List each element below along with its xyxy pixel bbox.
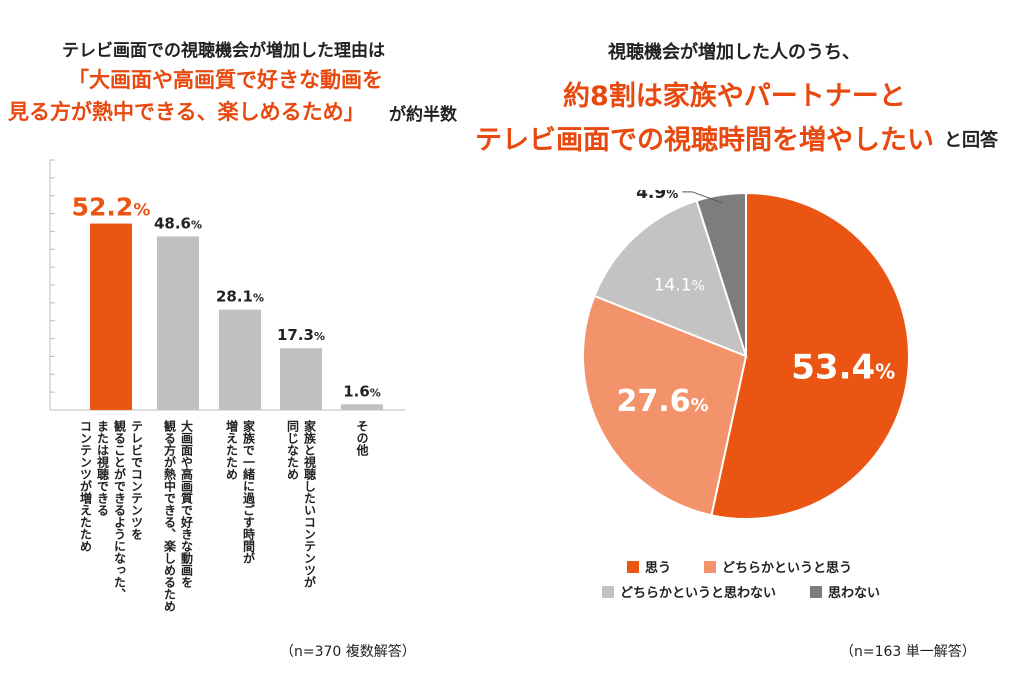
pie-value-unit-2: % [692, 278, 705, 294]
legend-item-disagree: 思わない [810, 582, 880, 601]
legend-label-agree: 思う [645, 561, 672, 576]
legend-label-somewhat-agree: どちらかというと思う [722, 561, 853, 576]
bar-value-label-3: 17.3% [277, 326, 325, 344]
category-label-3-line-1: 同じなため [286, 420, 300, 480]
intent-pie-chart: 53.4%27.6%14.1%4.9% [582, 190, 910, 520]
pie-value-label-2: 14.1% [654, 275, 705, 295]
pie-leader-line-3 [682, 191, 723, 204]
left-sample-note: （n=370 複数解答） [280, 644, 416, 660]
bar-value-unit-4: % [370, 386, 381, 399]
pie-value-unit-0: % [875, 359, 895, 383]
right-sample-note: （n=163 単一解答） [840, 644, 976, 660]
legend-swatch-somewhat-agree [704, 560, 716, 573]
pie-slice-3 [695, 191, 747, 357]
bar-1 [157, 236, 199, 410]
legend-swatch-disagree [810, 585, 822, 598]
bar-4 [341, 404, 383, 410]
category-label-0-line-3: コンテンツが増えたため [79, 420, 93, 552]
reasons-bar-chart: 52.2% テレビでコンテンツを観ることができるようになった、または視聴できるコン… [49, 159, 405, 612]
left-heading-line1: テレビ画面での視聴機会が増加した理由は [62, 41, 385, 61]
category-label-3-line-0: 家族と視聴したいコンテンツが [303, 419, 317, 588]
left-heading-suffix: が約半数 [389, 105, 457, 125]
bar-value-label-4: 1.6% [343, 382, 381, 400]
right-heading-line3: テレビ画面での視聴時間を増やしたい [475, 125, 934, 156]
category-label-1-line-0: 大画面や高画質で好きな動画を [180, 419, 194, 588]
category-label-2-line-1: 増えたため [225, 419, 239, 480]
legend-label-disagree: 思わない [828, 586, 881, 601]
legend-swatch-agree [627, 560, 639, 573]
bar-value-label-1: 48.6% [154, 214, 202, 232]
legend-item-somewhat-disagree: どちらかというと思わない [602, 582, 776, 601]
right-heading-line1: 視聴機会が増加した人のうち、 [608, 42, 860, 63]
bar-2 [219, 309, 261, 410]
bar-value-unit-1: % [191, 218, 202, 231]
bar-3 [280, 348, 322, 410]
category-label-2-line-0: 家族で一緒に過ごす時間が [242, 419, 256, 564]
bar-value-label-0: 52.2% [72, 193, 151, 222]
legend-item-somewhat-agree: どちらかというと思う [704, 557, 852, 576]
legend-label-somewhat-disagree: どちらかというと思わない [620, 586, 777, 601]
category-label-1-line-1: 観る方が熱中できる、楽しめるため [163, 419, 177, 612]
pie-value-label-3: 4.9% [636, 190, 678, 203]
right-heading-suffix: と回答 [944, 130, 998, 151]
category-label-0-line-2: または視聴できる [96, 420, 110, 516]
category-label-0-line-1: 観ることができるようになった、 [113, 419, 127, 600]
pie-slice-0 [710, 191, 910, 520]
bar-value-label-2: 28.1% [216, 288, 264, 306]
bar-0 [90, 223, 132, 410]
bar-value-unit-0: % [133, 201, 150, 221]
legend-swatch-somewhat-disagree [602, 585, 614, 598]
bar-value-unit-3: % [314, 330, 325, 343]
right-heading-line2: 約8割は家族やパートナーと [563, 81, 906, 112]
bar-value-unit-2: % [253, 292, 264, 305]
legend-item-agree: 思う [627, 557, 671, 576]
pie-slice-1 [582, 294, 748, 517]
left-heading-line2: 「大画面や高画質で好きな動画を [68, 68, 383, 92]
left-heading-line3: 見る方が熱中できる、楽しめるため」 [8, 100, 365, 124]
category-label-0-line-0: テレビでコンテンツを [130, 420, 144, 540]
category-label-4-line-0: その他 [355, 420, 369, 457]
pie-value-unit-1: % [691, 395, 709, 416]
pie-value-unit-3: % [666, 190, 678, 201]
